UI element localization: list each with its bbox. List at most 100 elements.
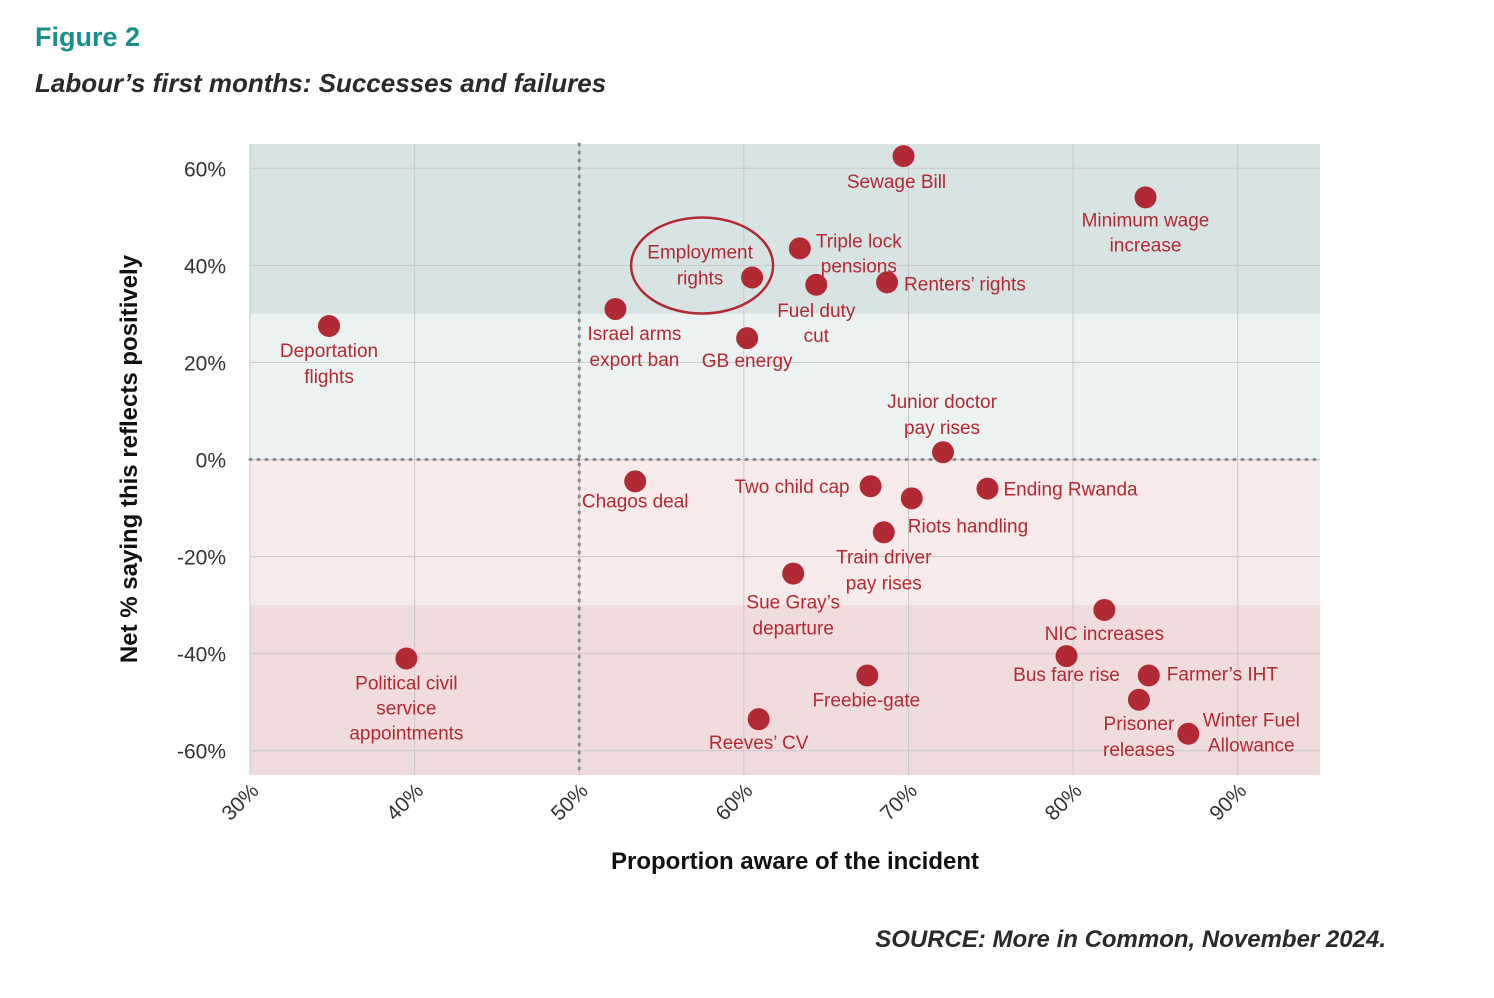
point-label-line: Freebie-gate: [812, 690, 920, 711]
point-label-line: departure: [753, 619, 834, 640]
data-point: [736, 327, 759, 350]
point-label-line: Triple lock: [816, 231, 902, 252]
x-tick-label: 60%: [711, 779, 757, 825]
point-label-line: Junior doctor: [887, 392, 998, 413]
point-label-line: Israel arms: [587, 324, 681, 345]
data-point: [1177, 722, 1200, 745]
point-label-line: GB energy: [702, 351, 793, 372]
point-label-line: cut: [804, 326, 830, 347]
data-point: [1055, 645, 1078, 668]
point-label: Reeves’ CV: [709, 733, 809, 754]
data-point: [604, 298, 627, 321]
y-tick-label: -40%: [177, 644, 226, 667]
x-tick-label: 30%: [218, 779, 264, 825]
point-label-line: Minimum wage: [1082, 210, 1210, 231]
point-label-line: Ending Rwanda: [1003, 480, 1138, 501]
point-label: Train driver pay rises: [836, 547, 932, 594]
point-label-line: Fuel duty: [777, 301, 856, 322]
point-label-line: Chagos deal: [582, 491, 689, 512]
x-tick-label: 40%: [382, 779, 428, 825]
point-label: Junior doctor pay rises: [887, 392, 998, 439]
x-tick-label: 50%: [547, 779, 593, 825]
point-label: Renters’ rights: [904, 274, 1026, 295]
point-label: Freebie-gate: [812, 690, 920, 711]
point-label-line: Political civil: [355, 674, 457, 695]
x-tick-label: 80%: [1041, 779, 1087, 825]
point-label-line: pensions: [821, 256, 897, 277]
y-tick-label: -20%: [177, 547, 226, 570]
y-tick-label: 0%: [196, 450, 226, 473]
data-point: [872, 521, 895, 544]
data-point: [892, 145, 915, 168]
data-point: [318, 315, 341, 338]
x-tick-label: 90%: [1205, 779, 1251, 825]
point-label-line: Sewage Bill: [847, 172, 946, 193]
y-tick-label: 60%: [184, 158, 226, 181]
data-point: [624, 470, 647, 493]
data-point: [1134, 186, 1157, 209]
reference-lines: [248, 142, 1322, 777]
point-label-line: service: [376, 699, 436, 720]
point-label-line: Two child cap: [734, 477, 849, 498]
data-point: [782, 562, 805, 585]
data-point: [856, 664, 879, 687]
data-point: [1093, 598, 1116, 621]
y-axis-title: Net % saying this reflects positively: [116, 254, 143, 663]
point-label-line: NIC increases: [1045, 624, 1164, 645]
point-label-line: Employment: [647, 242, 753, 263]
point-label-line: Allowance: [1208, 736, 1295, 757]
point-label: Minimum wage increase: [1082, 210, 1210, 256]
highlight-ellipse: [629, 216, 775, 315]
point-label-line: Deportation: [280, 341, 378, 362]
point-label: Bus fare rise: [1013, 665, 1120, 686]
point-label: Fuel duty cut: [777, 301, 856, 347]
point-label-line: Winter Fuel: [1203, 711, 1300, 732]
point-label: Prisoner releases: [1103, 714, 1175, 761]
point-label-line: increase: [1110, 235, 1182, 256]
data-point: [932, 441, 955, 464]
point-label: NIC increases: [1045, 624, 1164, 645]
point-label: Two child cap: [734, 477, 849, 498]
point-label: Winter Fuel Allowance: [1203, 711, 1300, 757]
y-tick-label: 20%: [184, 352, 226, 375]
point-label-line: pay rises: [904, 418, 980, 439]
data-point: [1137, 664, 1160, 687]
point-label: Deportation flights: [280, 341, 378, 388]
data-point: [976, 477, 999, 500]
point-label-line: pay rises: [846, 573, 922, 594]
point-label-line: appointments: [349, 724, 463, 745]
gridlines: [249, 144, 1320, 775]
point-label: Political civil service appointments: [349, 674, 463, 745]
data-point: [876, 271, 899, 294]
data-point: [805, 273, 828, 296]
point-label-line: Train driver: [836, 547, 932, 568]
data-point: [747, 708, 770, 731]
x-axis-ticks: 30% 40% 50% 60% 70% 80% 90%: [218, 779, 1252, 825]
data-point: [395, 647, 418, 670]
point-label-line: Prisoner: [1104, 714, 1175, 735]
data-points: [318, 145, 1200, 745]
data-point: [788, 237, 811, 260]
point-label-line: releases: [1103, 740, 1175, 761]
point-label: Triple lock pensions: [816, 231, 902, 277]
figure-label: Figure 2: [35, 22, 141, 52]
band-positive: [250, 313, 1320, 460]
x-axis-title: Proportion aware of the incident: [611, 848, 979, 875]
point-label-line: flights: [304, 367, 354, 388]
data-point: [1127, 688, 1150, 711]
point-labels: Sewage Bill Minimum wage increase Triple lo…: [280, 172, 1300, 761]
point-label: Sue Gray’s departure: [746, 593, 840, 640]
chart-subtitle: Labour’s first months: Successes and fai…: [35, 68, 607, 98]
point-label: Chagos deal: [582, 491, 689, 512]
point-label-line: Bus fare rise: [1013, 665, 1120, 686]
point-label-line: Reeves’ CV: [709, 733, 809, 754]
point-label: Farmer’s IHT: [1167, 664, 1279, 685]
data-point: [741, 266, 764, 289]
point-label-line: Sue Gray’s: [746, 593, 840, 614]
point-label-line: export ban: [590, 350, 680, 371]
point-label: Israel arms export ban: [587, 324, 681, 371]
source-note: SOURCE: More in Common, November 2024.: [875, 926, 1386, 953]
point-label: Sewage Bill: [847, 172, 946, 193]
y-tick-label: -60%: [177, 741, 226, 764]
